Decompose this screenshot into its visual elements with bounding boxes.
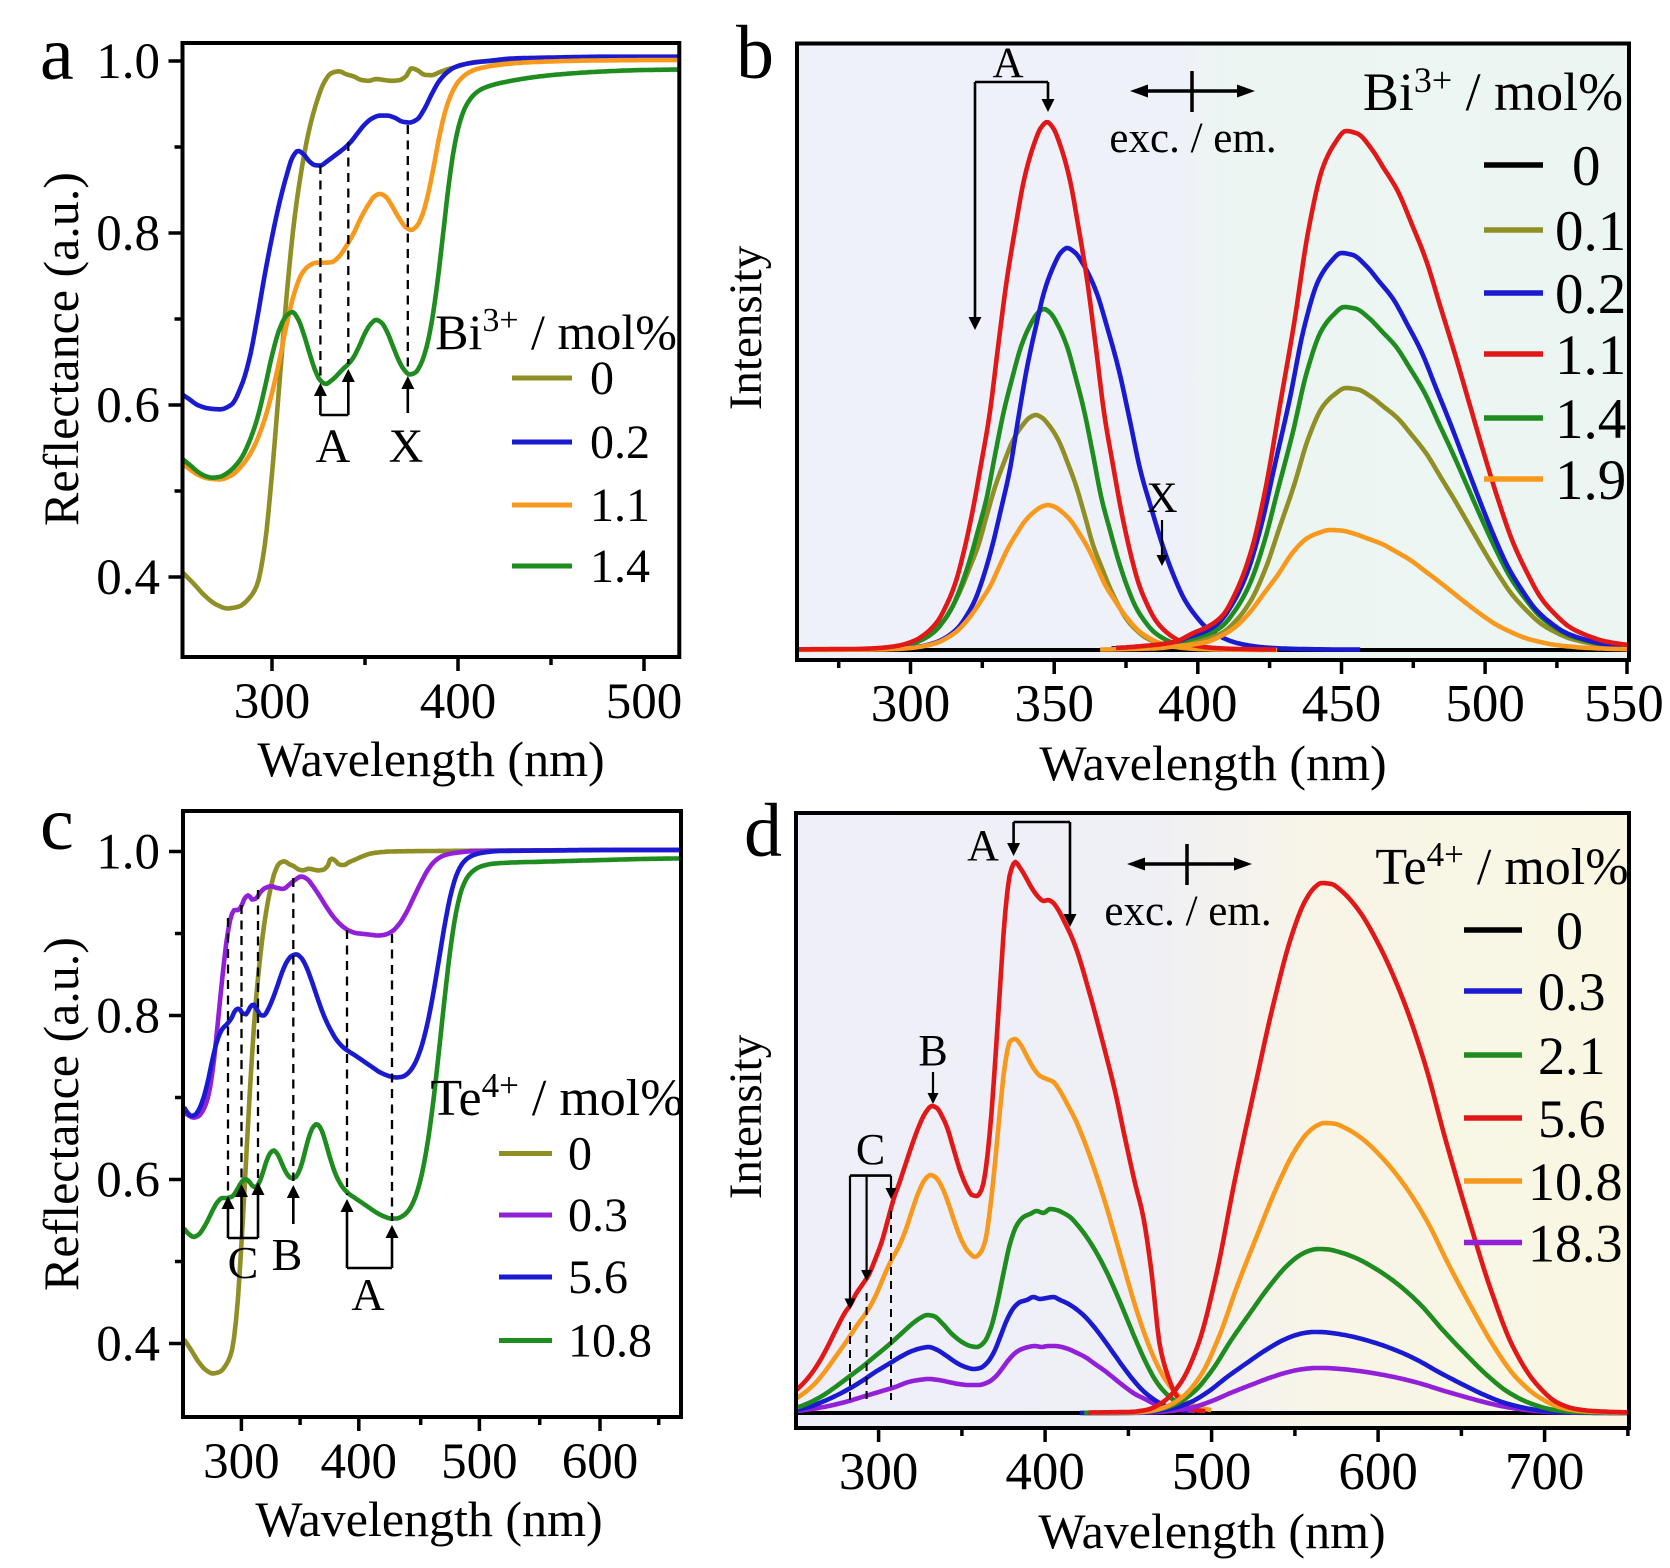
svg-text:b: b: [736, 11, 774, 95]
svg-text:1.1: 1.1: [590, 479, 650, 532]
svg-text:Te4+ / mol%: Te4+ / mol%: [430, 1066, 683, 1127]
svg-text:600: 600: [1338, 1443, 1418, 1501]
svg-text:0.8: 0.8: [96, 206, 160, 262]
svg-text:500: 500: [441, 1434, 518, 1490]
svg-text:a: a: [40, 12, 74, 96]
svg-text:B: B: [918, 1026, 947, 1075]
svg-text:1.0: 1.0: [96, 34, 160, 90]
svg-text:Wavelength (nm): Wavelength (nm): [255, 1491, 602, 1547]
svg-text:400: 400: [321, 1434, 398, 1490]
svg-text:5.6: 5.6: [568, 1251, 628, 1304]
svg-text:0.3: 0.3: [1538, 962, 1606, 1022]
svg-text:18.3: 18.3: [1528, 1214, 1623, 1274]
svg-text:1.4: 1.4: [1555, 388, 1626, 451]
svg-text:10.8: 10.8: [568, 1315, 652, 1368]
svg-text:300: 300: [234, 674, 311, 730]
svg-text:5.6: 5.6: [1538, 1089, 1606, 1149]
svg-text:Bi3+ / mol%: Bi3+ / mol%: [435, 302, 677, 360]
svg-text:A: A: [351, 1269, 384, 1320]
svg-text:300: 300: [203, 1434, 280, 1490]
svg-text:0.6: 0.6: [96, 378, 160, 434]
svg-text:300: 300: [871, 675, 951, 733]
svg-text:0.8: 0.8: [96, 989, 160, 1045]
svg-text:600: 600: [562, 1434, 639, 1490]
svg-text:A: A: [992, 40, 1023, 87]
svg-text:0: 0: [590, 352, 614, 405]
svg-text:1.4: 1.4: [590, 540, 650, 593]
svg-text:A: A: [967, 821, 999, 870]
svg-text:0.6: 0.6: [96, 1153, 160, 1209]
svg-text:Wavelength (nm): Wavelength (nm): [1039, 735, 1386, 791]
svg-text:400: 400: [1158, 675, 1238, 733]
svg-text:C: C: [856, 1125, 885, 1174]
svg-text:Intensity: Intensity: [720, 245, 772, 410]
svg-text:0.3: 0.3: [568, 1189, 628, 1242]
svg-text:0.2: 0.2: [590, 416, 650, 469]
svg-text:0: 0: [568, 1128, 592, 1181]
svg-text:Bi3+ / mol%: Bi3+ / mol%: [1363, 60, 1623, 122]
svg-text:X: X: [1146, 475, 1177, 522]
svg-text:1.0: 1.0: [96, 825, 160, 881]
svg-text:300: 300: [839, 1443, 919, 1501]
svg-text:0: 0: [1556, 901, 1583, 961]
svg-text:2.1: 2.1: [1538, 1026, 1606, 1086]
svg-text:exc. / em.: exc. / em.: [1109, 115, 1276, 162]
svg-text:d: d: [744, 789, 782, 873]
svg-text:0.1: 0.1: [1555, 200, 1626, 263]
svg-text:400: 400: [420, 674, 497, 730]
svg-text:0: 0: [1572, 135, 1601, 198]
svg-text:1.1: 1.1: [1555, 324, 1626, 387]
svg-text:A: A: [316, 420, 351, 473]
svg-text:400: 400: [1005, 1443, 1085, 1501]
svg-text:Reflectance (a.u.): Reflectance (a.u.): [33, 937, 89, 1291]
svg-text:Te4+ / mol%: Te4+ / mol%: [1375, 835, 1628, 896]
svg-text:c: c: [40, 782, 74, 866]
svg-text:B: B: [272, 1229, 303, 1280]
svg-text:350: 350: [1014, 675, 1094, 733]
svg-text:0.4: 0.4: [96, 1317, 160, 1373]
svg-text:Wavelength (nm): Wavelength (nm): [1038, 1503, 1385, 1559]
svg-text:Reflectance (a.u.): Reflectance (a.u.): [33, 172, 89, 526]
svg-text:Wavelength (nm): Wavelength (nm): [257, 731, 604, 787]
svg-text:C: C: [228, 1237, 259, 1288]
svg-text:450: 450: [1302, 675, 1382, 733]
svg-text:X: X: [389, 420, 424, 473]
svg-text:10.8: 10.8: [1528, 1152, 1623, 1212]
svg-text:700: 700: [1505, 1443, 1585, 1501]
svg-text:0.4: 0.4: [96, 550, 160, 606]
svg-text:500: 500: [606, 674, 683, 730]
svg-text:1.9: 1.9: [1555, 449, 1626, 512]
svg-text:Intensity: Intensity: [720, 1034, 772, 1199]
svg-text:exc. / em.: exc. / em.: [1104, 888, 1271, 935]
svg-text:500: 500: [1172, 1443, 1252, 1501]
svg-text:0.2: 0.2: [1555, 263, 1626, 326]
svg-text:550: 550: [1584, 675, 1664, 733]
svg-text:500: 500: [1445, 675, 1525, 733]
